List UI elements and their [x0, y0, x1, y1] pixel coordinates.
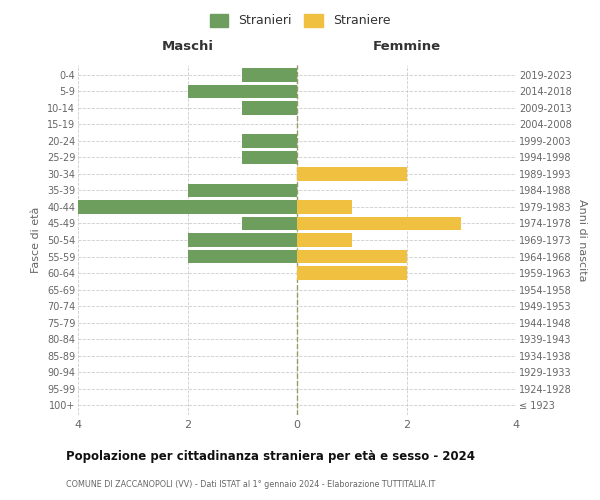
- Y-axis label: Anni di nascita: Anni di nascita: [577, 198, 587, 281]
- Text: COMUNE DI ZACCANOPOLI (VV) - Dati ISTAT al 1° gennaio 2024 - Elaborazione TUTTIT: COMUNE DI ZACCANOPOLI (VV) - Dati ISTAT …: [66, 480, 436, 489]
- Bar: [297, 266, 407, 280]
- Bar: [297, 250, 407, 264]
- Bar: [297, 200, 352, 214]
- Bar: [242, 101, 297, 114]
- Legend: Stranieri, Straniere: Stranieri, Straniere: [205, 8, 395, 32]
- Bar: [242, 150, 297, 164]
- Bar: [242, 134, 297, 147]
- Text: Maschi: Maschi: [161, 40, 214, 52]
- Bar: [188, 250, 297, 264]
- Bar: [297, 233, 352, 247]
- Bar: [242, 216, 297, 230]
- Text: Femmine: Femmine: [373, 40, 440, 52]
- Text: Popolazione per cittadinanza straniera per età e sesso - 2024: Popolazione per cittadinanza straniera p…: [66, 450, 475, 463]
- Bar: [297, 167, 407, 180]
- Bar: [242, 68, 297, 82]
- Bar: [78, 200, 297, 214]
- Bar: [297, 216, 461, 230]
- Bar: [188, 84, 297, 98]
- Y-axis label: Fasce di età: Fasce di età: [31, 207, 41, 273]
- Bar: [188, 233, 297, 247]
- Bar: [188, 184, 297, 197]
